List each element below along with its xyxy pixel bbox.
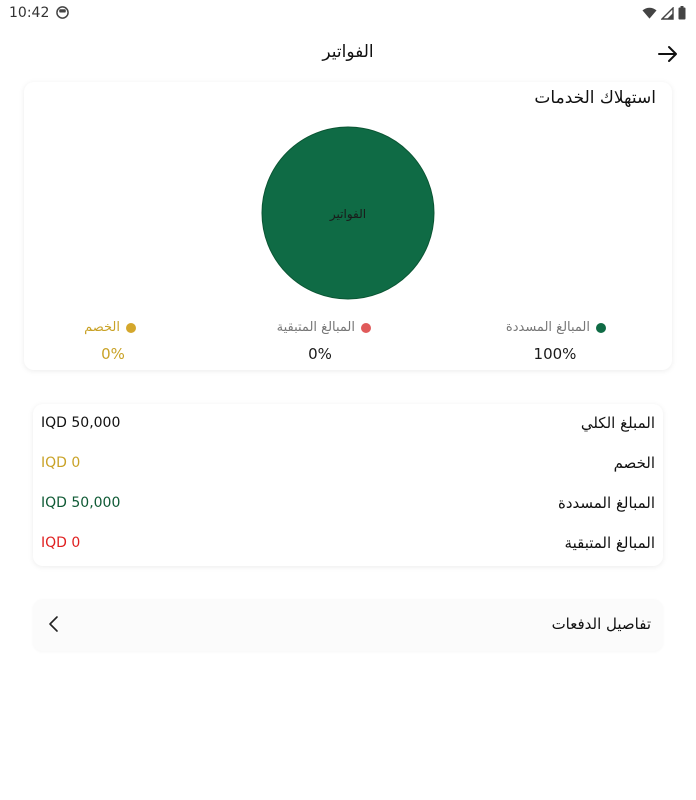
app-notification-icon [56, 6, 69, 19]
pie-center-label: الفواتير [329, 207, 366, 222]
back-arrow-icon[interactable] [656, 42, 680, 66]
summary-value-remaining: IQD 0 [41, 535, 81, 551]
status-icons [642, 5, 686, 21]
status-bar: 10:42 [0, 0, 696, 26]
summary-label-discount: الخصم [613, 454, 655, 472]
usage-pie-chart: الفواتير [261, 126, 435, 300]
legend-label-remaining: المبالغ المتبقية [276, 320, 355, 335]
legend-label-discount: الخصم [84, 320, 120, 335]
legend-item-paid: المبالغ المسددة [506, 320, 606, 335]
legend-value-remaining: 0% [308, 345, 332, 363]
summary-value-paid: IQD 50,000 [41, 495, 121, 511]
usage-card-title: استهلاك الخدمات [534, 88, 656, 108]
summary-value-discount: IQD 0 [41, 455, 81, 471]
page-title: الفواتير [322, 42, 374, 62]
summary-row-paid: المبالغ المسددة IQD 50,000 [33, 484, 663, 524]
services-usage-card: استهلاك الخدمات الفواتير المبالغ المسددة… [24, 82, 672, 370]
cellular-signal-icon [661, 6, 674, 20]
wifi-icon [642, 7, 657, 19]
summary-label-paid: المبالغ المسددة [557, 494, 655, 512]
legend-value-paid: 100% [533, 345, 577, 363]
pie-slice-1 [261, 126, 435, 300]
legend-dot-remaining [361, 322, 371, 333]
legend-dot-paid [596, 322, 606, 333]
summary-row-discount: الخصم IQD 0 [33, 444, 663, 484]
legend-item-remaining: المبالغ المتبقية [277, 320, 371, 335]
summary-value-total: IQD 50,000 [41, 415, 121, 431]
summary-label-total: المبلغ الكلي [580, 414, 655, 432]
legend-value-discount: 0% [101, 345, 125, 363]
summary-label-remaining: المبالغ المتبقية [564, 534, 655, 552]
app-bar: الفواتير [0, 36, 696, 72]
legend-item-discount: الخصم [84, 320, 136, 335]
payment-details-button[interactable]: تفاصيل الدفعات [33, 599, 663, 651]
bill-summary-card: المبلغ الكلي IQD 50,000 الخصم IQD 0 المب… [33, 404, 663, 566]
legend-dot-discount [126, 322, 136, 333]
summary-row-total: المبلغ الكلي IQD 50,000 [33, 404, 663, 444]
payment-details-label: تفاصيل الدفعات [551, 615, 651, 633]
chevron-left-icon [49, 616, 58, 632]
summary-row-remaining: المبالغ المتبقية IQD 0 [33, 524, 663, 564]
legend-label-paid: المبالغ المسددة [505, 320, 590, 335]
status-time: 10:42 [9, 5, 50, 21]
battery-icon [678, 6, 686, 20]
